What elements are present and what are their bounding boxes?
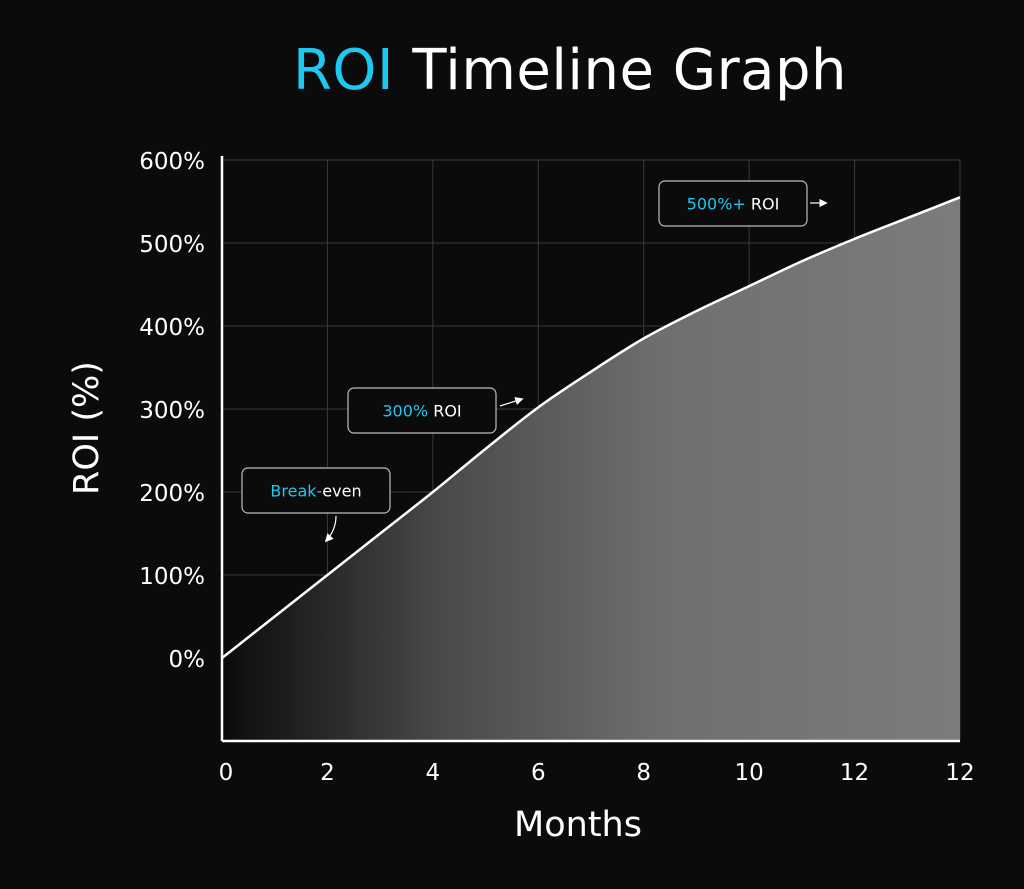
y-tick-label-0: 0% [169, 647, 206, 673]
annotation-text-3: 500%+ ROI [687, 195, 780, 214]
annotation-arrow-1 [324, 515, 337, 543]
chart-title-rest: Timeline Graph [412, 38, 847, 103]
x-tick-label-8: 8 [636, 760, 651, 786]
y-tick-label-500: 500% [139, 232, 205, 258]
axes [220, 156, 960, 743]
tick-labels: 0 2 4 6 8 10 12 12 0% 100% 200% 300% 400% 500% 600% [139, 149, 974, 786]
chart-title: ROI Timeline Graph [0, 38, 1024, 103]
annotation-1: Break-even [241, 467, 391, 543]
roi-area-fill [222, 197, 960, 742]
annotation-label-3: ROI [746, 195, 780, 214]
x-tick-label-2: 2 [320, 760, 335, 786]
annotation-accent-3: 500%+ [687, 195, 746, 214]
x-tick-label-12: 12 [840, 760, 869, 786]
y-tick-label-400: 400% [139, 315, 205, 341]
annotation-box-2 [347, 387, 497, 434]
annotation-accent-2: 300% [382, 402, 428, 421]
y-tick-label-600: 600% [139, 149, 205, 175]
area-fill-group [221, 196, 961, 742]
annotation-2: 300% ROI [347, 387, 524, 434]
annotation-3: 500%+ ROI [658, 180, 828, 227]
x-tick-label-0: 0 [219, 760, 234, 786]
annotation-label-1: even [322, 482, 361, 501]
x-tick-label-6: 6 [531, 760, 546, 786]
y-tick-label-300: 300% [139, 398, 205, 424]
y-tick-label-200: 200% [139, 481, 205, 507]
y-tick-label-100: 100% [139, 564, 205, 590]
roi-line [221, 196, 961, 659]
annotation-label-2: ROI [428, 402, 462, 421]
annotation-accent-1: Break- [270, 482, 322, 501]
y-axis-title: ROI (%) [67, 361, 107, 495]
x-tick-label-4: 4 [426, 760, 441, 786]
annotation-arrow-2 [499, 397, 524, 407]
annotation-text-1: Break-even [270, 482, 361, 501]
annotation-text-2: 300% ROI [382, 402, 461, 421]
annotation-box-3 [658, 180, 808, 227]
x-tick-label-10: 10 [735, 760, 764, 786]
annotation-box-1 [241, 467, 391, 514]
x-axis-title: Months [514, 805, 642, 845]
x-tick-label-12-end: 12 [945, 760, 974, 786]
chart-title-accent: ROI [292, 38, 394, 103]
